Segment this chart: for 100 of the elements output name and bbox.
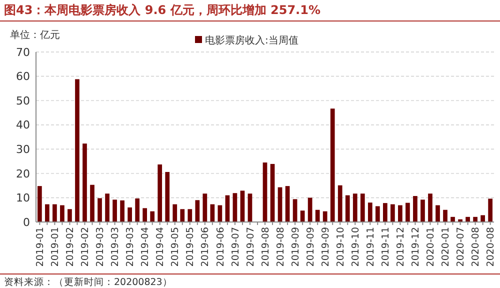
bar	[218, 205, 222, 222]
bar	[368, 202, 372, 222]
x-tick-label: 2019-12	[410, 227, 422, 267]
bar	[188, 209, 192, 222]
bar	[420, 200, 425, 222]
y-axis-title: 单位：亿元	[10, 29, 60, 41]
bar	[90, 184, 94, 222]
x-tick-label: 2019-09	[290, 227, 302, 267]
bar	[262, 162, 268, 222]
x-tick-label: 2019-11	[365, 227, 376, 267]
x-tick-label: 2019-01	[35, 227, 46, 267]
bar	[232, 193, 238, 222]
bar	[270, 164, 275, 222]
bar	[488, 198, 492, 222]
bar	[480, 215, 485, 222]
x-tick-label: 2019-05	[185, 227, 196, 267]
x-tick-label: 2019-05	[170, 227, 182, 267]
bar	[195, 200, 200, 222]
x-tick-label: 2020-01	[426, 227, 437, 267]
bar	[45, 204, 50, 222]
bar	[158, 164, 162, 222]
bar	[82, 144, 87, 222]
x-tick-label: 2020-07	[456, 227, 467, 267]
bar	[180, 209, 185, 222]
x-tick-label: 2019-02	[80, 227, 92, 267]
x-tick-label: 2020-01	[440, 227, 452, 267]
y-tick-label: 60	[16, 70, 30, 84]
y-tick-label: 50	[16, 94, 30, 108]
x-tick-label: 2019-06	[215, 227, 226, 267]
x-tick-label: 2019-03	[125, 227, 136, 267]
bar	[398, 205, 402, 222]
x-tick-label: 2020-08	[470, 227, 482, 267]
x-tick-label: 2020-08	[486, 227, 497, 267]
bar	[466, 216, 470, 222]
bar	[142, 208, 148, 222]
bar	[406, 202, 410, 222]
bar	[338, 185, 342, 222]
bar	[473, 216, 478, 222]
bar	[315, 210, 320, 222]
bar	[128, 207, 132, 222]
x-tick-label: 2019-08	[260, 227, 272, 267]
bar	[52, 204, 57, 222]
x-tick-label: 2019-06	[200, 227, 212, 267]
bar	[38, 186, 42, 222]
bar	[443, 210, 448, 222]
y-tick-label: 10	[16, 192, 30, 205]
x-tick-label: 2019-03	[95, 227, 106, 267]
bar	[202, 194, 208, 222]
bar	[308, 198, 312, 222]
bar	[210, 204, 215, 222]
y-tick-label: 20	[16, 167, 30, 180]
x-tick-label: 2019-12	[396, 227, 407, 267]
bar	[248, 194, 252, 222]
x-tick-label: 2019-07	[245, 227, 256, 267]
x-tick-label: 2019-11	[380, 227, 392, 267]
bar	[360, 194, 365, 222]
x-tick-label: 2019-10	[335, 227, 346, 267]
y-tick-label: 0	[23, 216, 30, 229]
bar	[352, 194, 358, 222]
bar	[450, 216, 455, 222]
x-tick-label: 2019-02	[65, 227, 76, 267]
x-tick-label: 2019-04	[140, 227, 152, 267]
x-tick-label: 2019-08	[275, 227, 286, 267]
legend-label: 电影票房收入:当周值	[205, 34, 298, 46]
x-tick-label: 2019-01	[50, 227, 62, 267]
bar	[278, 187, 282, 222]
bar	[292, 199, 298, 222]
bar	[322, 211, 328, 222]
bar	[428, 194, 432, 222]
bar	[150, 211, 155, 222]
bar	[285, 186, 290, 222]
bar	[98, 198, 102, 222]
bar	[413, 196, 418, 222]
bar	[120, 200, 124, 222]
bar	[105, 194, 110, 222]
x-tick-label: 2019-04	[155, 227, 166, 267]
x-tick-label: 2019-10	[350, 227, 362, 267]
bar	[345, 195, 350, 222]
y-tick-label: 70	[16, 46, 30, 59]
bar	[135, 198, 140, 222]
x-tick-label: 2019-07	[230, 227, 242, 267]
bar	[382, 203, 388, 222]
bar	[172, 204, 178, 222]
text: 资料来源：（更新时间：20200823）	[4, 276, 172, 288]
bar	[68, 209, 72, 222]
chart-title: 图43：本周电影票房收入 9.6 亿元，周环比增加 257.1%	[4, 3, 320, 17]
bar	[165, 172, 170, 222]
bar	[330, 108, 335, 222]
x-tick-label: 2019-09	[305, 227, 316, 267]
y-tick-label: 30	[16, 142, 30, 156]
bar	[75, 79, 80, 222]
bar	[60, 205, 64, 222]
bar	[240, 190, 245, 222]
x-tick-label: 2019-03	[110, 227, 122, 267]
bar	[436, 205, 440, 222]
bar	[375, 206, 380, 222]
y-tick-label: 40	[16, 118, 30, 132]
bar	[390, 204, 395, 222]
bar	[112, 200, 117, 222]
x-tick-label: 2019-09	[320, 227, 332, 267]
